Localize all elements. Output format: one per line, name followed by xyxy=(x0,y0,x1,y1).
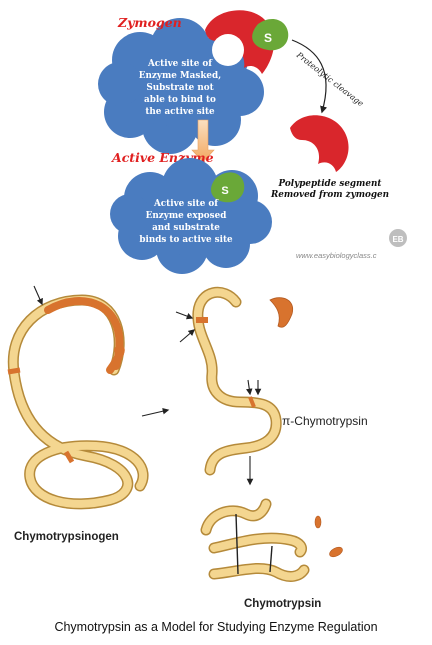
released-dipeptide-1 xyxy=(314,515,322,529)
cleavage-site-arrow-1 xyxy=(33,285,43,306)
zymogen-label: Zymogen xyxy=(117,15,182,30)
active-cloud-text: Active site of Enzyme exposed and substr… xyxy=(139,199,233,245)
zymogen-line-4: able to bind to xyxy=(144,95,216,105)
cleavage-site-arrow-2 xyxy=(175,311,194,320)
released-dipeptide-2 xyxy=(329,546,343,558)
pi-chymotrypsin-label: π-Chymotrypsin xyxy=(282,414,368,428)
active-line-1: Active site of xyxy=(153,199,219,209)
cleaved-segment xyxy=(290,115,349,172)
chymotrypsinogen-chain xyxy=(7,294,149,510)
zymogen-cloud xyxy=(98,18,264,154)
zymogen-line-1: Active site of xyxy=(147,59,213,69)
chymotrypsin-chains xyxy=(200,498,310,582)
released-segment-1 xyxy=(269,297,294,328)
cleavage-arrow xyxy=(291,39,328,114)
substrate-bound: S xyxy=(210,172,245,203)
watermark-logo-icon xyxy=(389,229,407,247)
zymogen-cloud-text: Active site of Enzyme Masked, Substrate … xyxy=(139,59,221,117)
watermark-logo: EB xyxy=(392,235,403,244)
cleavage-label: Proteolytic cleavage xyxy=(294,50,365,109)
active-line-3: and substrate xyxy=(152,223,220,233)
watermark-url: www.easybiologyclass.c xyxy=(296,251,377,260)
substrate-top-label: S xyxy=(264,31,272,45)
active-line-2: Enzyme exposed xyxy=(146,211,227,221)
figure-caption: Chymotrypsin as a Model for Studying Enz… xyxy=(54,620,378,634)
substrate-bound-label: S xyxy=(221,185,228,197)
pi-chymotrypsin-chain xyxy=(192,286,282,476)
segment-caption-line-2: Removed from zymogen xyxy=(270,190,389,200)
active-enzyme-cloud xyxy=(110,158,272,274)
chymotrypsinogen-label: Chymotrypsinogen xyxy=(14,531,119,543)
active-line-4: binds to active site xyxy=(139,235,233,245)
segment-caption: Polypeptide segment Removed from zymogen xyxy=(270,179,389,200)
chymotrypsin-label: Chymotrypsin xyxy=(244,598,321,610)
activation-arrow-2 xyxy=(141,407,170,417)
segment-caption-line-1: Polypeptide segment xyxy=(278,179,382,189)
substrate-top: S xyxy=(252,18,289,51)
zymogen-line-2: Enzyme Masked, xyxy=(139,71,221,81)
cleavage-site-arrow-3 xyxy=(179,329,196,343)
activation-arrow xyxy=(191,119,215,163)
cleavage-site-arrow-4 xyxy=(245,379,253,396)
zymogen-line-5: the active site xyxy=(145,107,215,117)
zymogen-line-3: Substrate not xyxy=(146,83,214,93)
watermark: EB www.easybiologyclass.c xyxy=(296,229,407,260)
